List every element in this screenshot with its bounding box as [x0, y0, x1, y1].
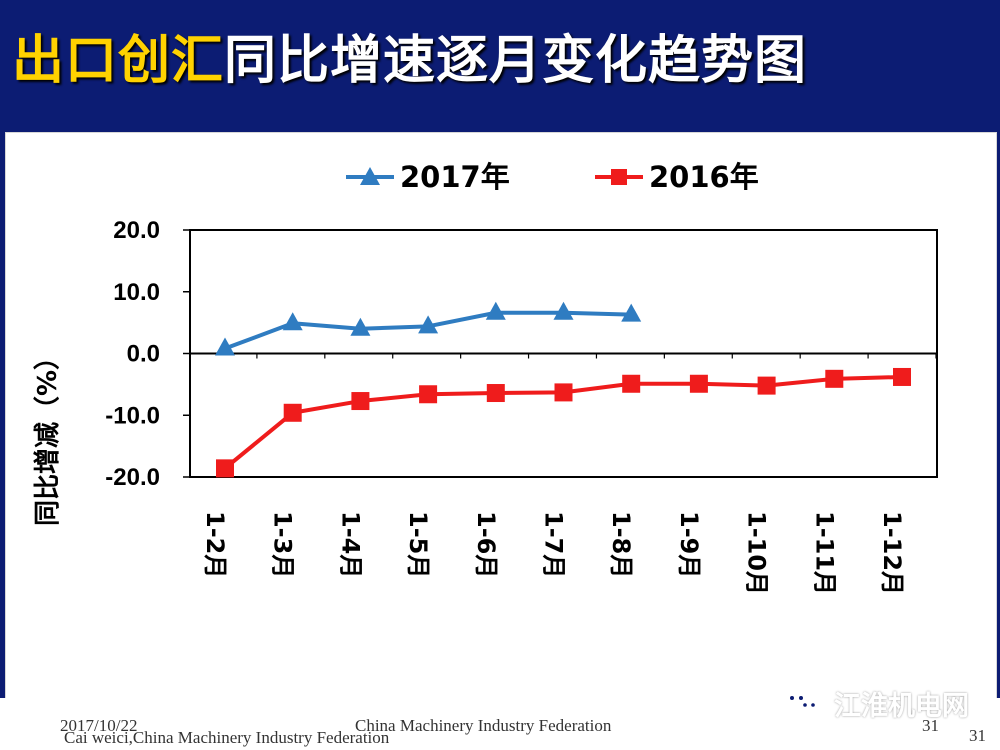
footer-date: 2017/10/22 — [60, 716, 138, 735]
legend-label: 2016年 — [649, 160, 759, 194]
y-tick-label: 0.0 — [127, 341, 160, 368]
x-tick-label: 1-12月 — [878, 511, 906, 595]
x-tick-label: 1-5月 — [404, 511, 432, 578]
data-point-2016 — [283, 403, 302, 422]
y-tick-label: 10.0 — [113, 279, 160, 306]
y-tick-label: -10.0 — [105, 402, 160, 429]
x-tick-label: 1-10月 — [743, 511, 771, 595]
x-tick-label: 1-2月 — [201, 511, 229, 578]
data-point-2016 — [689, 374, 708, 393]
data-point-2016 — [893, 367, 911, 386]
data-point-2017 — [350, 317, 371, 336]
data-point-2016 — [554, 383, 573, 402]
data-point-2017 — [215, 337, 235, 356]
data-point-2017 — [553, 301, 574, 320]
y-tick-label: 20.0 — [113, 217, 160, 244]
data-point-2016 — [757, 376, 776, 395]
legend-square-marker — [611, 169, 627, 185]
x-tick-label: 1-6月 — [472, 511, 500, 578]
data-point-2016 — [825, 369, 844, 388]
watermark: 江淮机电网 — [780, 684, 969, 723]
x-tick-label: 1-9月 — [675, 511, 703, 578]
chart-panel: 20.0 10.0 0.0 -10.0 -20.0 1-2月 1-3月 1-4月 1-5月 1-6… — [5, 132, 997, 700]
legend-triangle-marker — [360, 167, 380, 185]
legend-label: 2017年 — [400, 160, 510, 194]
title-accent: 出口创汇 — [12, 30, 225, 91]
page-title: 出口创汇 同比增速逐月变化趋势图 — [12, 10, 807, 100]
data-point-2016 — [216, 459, 234, 478]
wechat-icon — [783, 688, 821, 718]
data-point-2016 — [351, 392, 370, 411]
data-point-2017 — [418, 315, 439, 334]
data-point-2017 — [282, 312, 303, 331]
data-point-2016 — [622, 374, 641, 393]
watermark-text: 江淮机电网 — [834, 691, 969, 722]
data-point-2017 — [621, 303, 642, 322]
x-tick-label: 1-8月 — [607, 511, 635, 578]
y-tick-label: -20.0 — [105, 464, 160, 491]
data-point-2016 — [419, 385, 438, 404]
x-tick-label: 1-4月 — [336, 511, 364, 578]
x-tick-label: 1-11月 — [810, 511, 838, 595]
footer-page-number: 31 — [922, 716, 939, 735]
title-main: 同比增速逐月变化趋势图 — [224, 30, 808, 91]
x-tick-label: 1-7月 — [540, 511, 568, 578]
data-point-2016 — [486, 384, 505, 403]
data-point-2017 — [485, 301, 506, 320]
x-tick-label: 1-3月 — [269, 511, 297, 578]
y-axis-label: 同比增减（%） — [32, 344, 63, 526]
footer-page-number-secondary: 31 — [969, 726, 986, 745]
footer-organization: China Machinery Industry Federation — [355, 716, 612, 735]
footer-author: Cai weici,China Machinery Industry Feder… — [64, 728, 390, 747]
chart-svg: 20.0 10.0 0.0 -10.0 -20.0 1-2月 1-3月 1-4月 1-5月 1-6… — [32, 160, 938, 595]
footer: 2017/10/22 Cai weici,China Machinery Ind… — [0, 698, 1000, 750]
